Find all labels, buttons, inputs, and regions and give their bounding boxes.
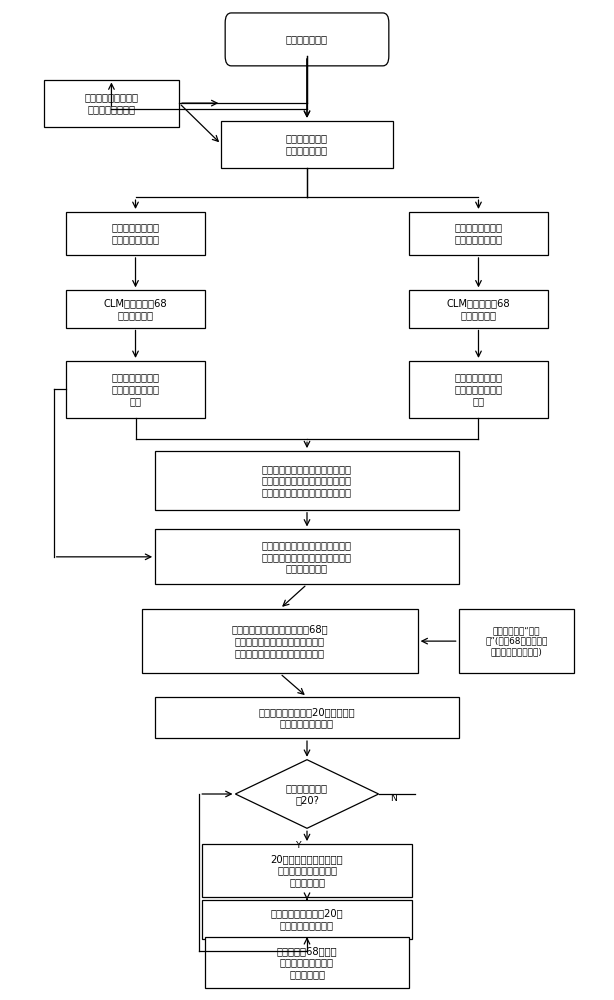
Bar bbox=[201, 844, 413, 897]
Text: 优化迭代次数小
于20?: 优化迭代次数小 于20? bbox=[286, 783, 328, 805]
Bar bbox=[409, 212, 548, 255]
Text: 提取迭代后68个抄象
关键点的深度値组成
双目深度向量: 提取迭代后68个抄象 关键点的深度値组成 双目深度向量 bbox=[277, 946, 337, 979]
Bar bbox=[155, 529, 459, 584]
Text: 左摄像头的采集人
脸图像简称左图像: 左摄像头的采集人 脸图像简称左图像 bbox=[112, 223, 160, 244]
Text: 20个点对输入人脸结构配
准算法，获得变换参数
后，逐点变换: 20个点对输入人脸结构配 准算法，获得变换参数 后，逐点变换 bbox=[271, 854, 343, 887]
Text: 左图像中每一个关键点的二维坐标
扩展为抄象三维坐标，第三维为相
应点初始深度。: 左图像中每一个关键点的二维坐标 扩展为抄象三维坐标，第三维为相 应点初始深度。 bbox=[262, 540, 352, 573]
Bar bbox=[44, 80, 179, 127]
Text: 寻找配准误差最小的20个
点对，迭代次数加一: 寻找配准误差最小的20个 点对，迭代次数加一 bbox=[271, 909, 343, 930]
Bar bbox=[201, 900, 413, 939]
Bar bbox=[409, 290, 548, 328]
Text: 对真人脸或假人
脸同时采样图像: 对真人脸或假人 脸同时采样图像 bbox=[286, 133, 328, 155]
Bar bbox=[155, 451, 459, 510]
Text: 右摄像头的采集人
脸图像简称右图像: 右摄像头的采集人 脸图像简称右图像 bbox=[454, 223, 502, 244]
Bar bbox=[66, 361, 205, 418]
Text: 已经标定好的“模板
脸”(包含68个正对摄像
头的三维抄象关键点): 已经标定好的“模板 脸”(包含68个正对摄像 头的三维抄象关键点) bbox=[485, 626, 548, 656]
Bar bbox=[142, 609, 418, 673]
Text: 左右双目摄像头: 左右双目摄像头 bbox=[286, 34, 328, 44]
Polygon shape bbox=[235, 760, 379, 828]
Text: 选择配准误差最小的20个点对，开
始配准优化迭代过程: 选择配准误差最小的20个点对，开 始配准优化迭代过程 bbox=[258, 707, 356, 728]
FancyBboxPatch shape bbox=[225, 13, 389, 66]
Bar bbox=[204, 937, 410, 988]
Text: 根据同一关键点在左图像及右图像
不同的像素坐标，采用非平行无校
正方法计算每个关键点的初始深度: 根据同一关键点在左图像及右图像 不同的像素坐标，采用非平行无校 正方法计算每个关… bbox=[262, 464, 352, 497]
Bar bbox=[409, 361, 548, 418]
Bar bbox=[221, 121, 393, 168]
Text: N: N bbox=[391, 794, 397, 803]
Bar bbox=[155, 697, 459, 738]
Bar bbox=[66, 212, 205, 255]
Text: CLM模型来定佭68
个人脸关键点: CLM模型来定佭68 个人脸关键点 bbox=[104, 298, 168, 320]
Bar bbox=[66, 290, 205, 328]
Text: 投影法消除离散点
的径向畜变、切向
畜变: 投影法消除离散点 的径向畜变、切向 畜变 bbox=[454, 373, 502, 406]
Text: 采用人脸结构配准算法，输入68个
抄象点，寻找配准误差最小的刚体
变换、逐点变换，完成第一次配准: 采用人脸结构配准算法，输入68个 抄象点，寻找配准误差最小的刚体 变换、逐点变换… bbox=[231, 625, 328, 658]
Text: 采用张氏标定法对双
目摄像头进行标定: 采用张氏标定法对双 目摄像头进行标定 bbox=[85, 92, 138, 114]
Bar bbox=[459, 609, 574, 673]
Text: CLM模型来定佭68
个人脸关键点: CLM模型来定佭68 个人脸关键点 bbox=[446, 298, 510, 320]
Text: 投影法消除离散点
的径向畜变、切向
畜变: 投影法消除离散点 的径向畜变、切向 畜变 bbox=[112, 373, 160, 406]
Text: Y: Y bbox=[295, 841, 301, 850]
